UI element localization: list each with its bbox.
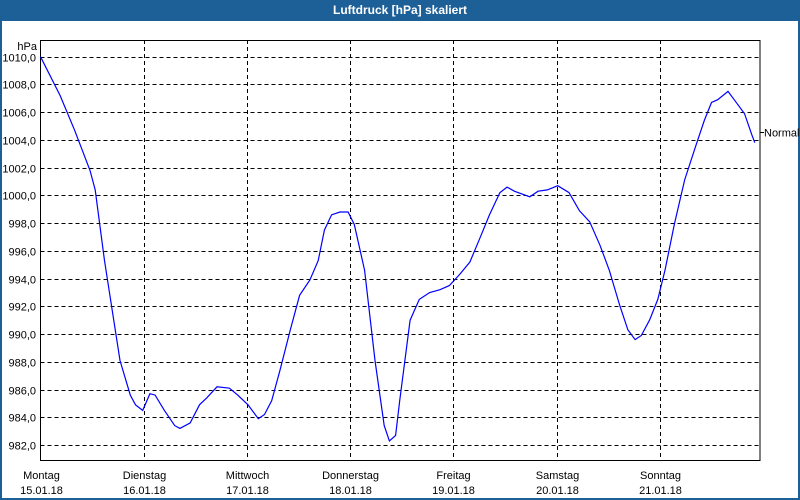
y-tick-label: 1010,0: [2, 53, 36, 65]
x-tick-date: 15.01.18: [20, 485, 63, 497]
y-tick-label: 990,0: [8, 330, 36, 342]
x-tick-day: Samstag: [536, 470, 579, 482]
x-tick-day: Montag: [23, 470, 60, 482]
x-tick-date: 19.01.18: [432, 485, 475, 497]
plot-frame: [40, 40, 761, 461]
window-title: Luftdruck [hPa] skaliert: [0, 0, 800, 21]
y-tick-label: 996,0: [8, 247, 36, 259]
y-tick-label: 986,0: [8, 386, 36, 398]
x-tick-day: Freitag: [436, 470, 470, 482]
reference-label: Normal: [764, 128, 799, 140]
x-tick-date: 16.01.18: [123, 485, 166, 497]
y-tick-label: 1002,0: [2, 164, 36, 176]
x-tick-day: Dienstag: [123, 470, 166, 482]
y-tick-label: 994,0: [8, 275, 36, 287]
y-tick-label: 984,0: [8, 413, 36, 425]
x-tick-day: Mittwoch: [226, 470, 269, 482]
y-tick-label: 988,0: [8, 358, 36, 370]
y-tick-label: 998,0: [8, 219, 36, 231]
y-tick-label: 1008,0: [2, 80, 36, 92]
x-tick-date: 20.01.18: [536, 485, 579, 497]
y-tick-label: 1006,0: [2, 108, 36, 120]
x-tick-date: 21.01.18: [639, 485, 682, 497]
y-tick-label: 982,0: [8, 441, 36, 453]
y-axis-label: hPa: [17, 41, 37, 53]
y-tick-label: 992,0: [8, 302, 36, 314]
y-tick-label: 1000,0: [2, 191, 36, 203]
y-tick-label: 1004,0: [2, 136, 36, 148]
x-tick-date: 17.01.18: [226, 485, 269, 497]
x-tick-day: Sonntag: [640, 470, 681, 482]
series-line-luftdruck: [39, 56, 756, 442]
x-tick-day: Donnerstag: [322, 470, 379, 482]
x-tick-date: 18.01.18: [329, 485, 372, 497]
